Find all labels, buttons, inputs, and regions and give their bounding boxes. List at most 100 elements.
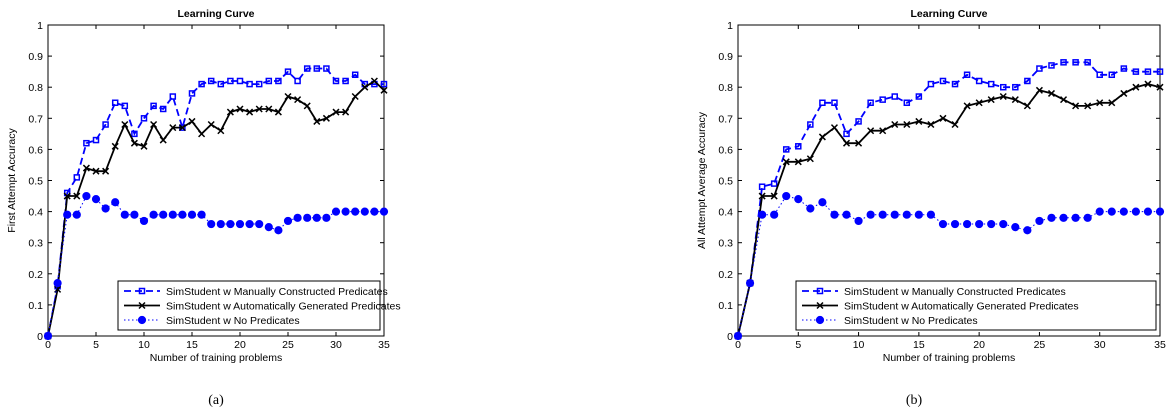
data-point-none xyxy=(758,210,767,219)
data-point-manual xyxy=(855,118,862,125)
data-point-none xyxy=(830,210,839,219)
data-point-none xyxy=(312,213,321,222)
data-point-auto xyxy=(1011,96,1019,104)
y-tick-label: 0.3 xyxy=(28,238,43,250)
data-point-auto xyxy=(73,192,81,200)
data-point-none xyxy=(987,219,996,229)
y-tick-label: 0.7 xyxy=(28,113,43,125)
data-point-auto xyxy=(351,92,359,101)
data-point-none xyxy=(139,216,149,226)
data-point-none xyxy=(63,210,72,219)
data-point-manual xyxy=(188,90,196,97)
y-tick-label: 0 xyxy=(37,331,43,343)
data-point-manual xyxy=(843,130,850,138)
data-point-auto xyxy=(1096,99,1104,107)
legend-marker-auto xyxy=(138,301,146,310)
data-point-auto xyxy=(303,102,311,110)
data-point-auto xyxy=(1047,89,1056,97)
data-point-manual xyxy=(323,65,330,72)
data-point-auto xyxy=(159,136,167,144)
data-point-manual xyxy=(1072,59,1079,66)
data-point-manual xyxy=(1048,62,1055,69)
data-point-manual xyxy=(1144,68,1152,75)
data-point-none xyxy=(842,210,851,219)
y-axis-title: First Attempt Accuracy xyxy=(6,128,18,233)
data-point-auto xyxy=(82,164,90,172)
data-point-manual xyxy=(903,99,911,106)
data-point-manual xyxy=(951,80,959,88)
legend-label-manual: SimStudent w Manually Constructed Predic… xyxy=(844,286,1066,298)
legend-marker-manual xyxy=(816,287,824,295)
data-point-auto xyxy=(150,120,158,129)
y-tick-label: 0.5 xyxy=(718,176,733,188)
data-point-auto xyxy=(92,167,100,175)
data-point-manual xyxy=(879,96,886,103)
data-point-manual xyxy=(807,121,814,128)
data-point-manual xyxy=(758,183,766,190)
data-point-manual xyxy=(831,99,838,106)
data-point-auto xyxy=(102,167,110,175)
y-axis-title: All Attempt Average Accuracy xyxy=(696,111,708,249)
data-point-auto xyxy=(361,83,369,91)
legend-box xyxy=(795,280,1157,331)
data-point-auto xyxy=(1023,102,1031,110)
data-point-manual xyxy=(1084,59,1091,66)
data-point-none xyxy=(938,219,948,229)
series-line-manual xyxy=(737,61,1160,337)
data-point-none xyxy=(1155,207,1165,216)
y-tick-label: 0.9 xyxy=(28,51,43,63)
data-point-manual xyxy=(1036,65,1043,72)
data-point-none xyxy=(283,216,293,226)
data-point-none xyxy=(1011,223,1020,232)
data-point-auto xyxy=(1035,86,1043,94)
data-point-auto xyxy=(939,114,947,122)
data-point-none xyxy=(818,198,827,207)
chart-title: Learning Curve xyxy=(177,8,254,20)
data-point-manual xyxy=(102,121,109,128)
data-point-manual xyxy=(217,80,225,88)
series-none xyxy=(43,191,389,341)
data-point-none xyxy=(53,279,62,288)
data-point-none xyxy=(1119,207,1128,216)
data-point-none xyxy=(926,210,936,219)
data-point-manual xyxy=(891,93,898,100)
y-tick-label: 0.1 xyxy=(28,300,43,312)
data-point-manual xyxy=(198,80,205,88)
data-point-manual xyxy=(303,65,311,72)
y-tick-label: 0.3 xyxy=(718,238,733,250)
data-point-none xyxy=(245,219,254,229)
legend-marker-manual xyxy=(138,287,146,295)
data-point-auto xyxy=(178,124,186,132)
data-point-manual xyxy=(1096,71,1103,79)
data-point-none xyxy=(878,210,887,219)
data-point-auto xyxy=(855,139,863,147)
data-point-none xyxy=(866,210,875,219)
data-point-none xyxy=(1083,213,1092,222)
data-point-none xyxy=(207,219,216,229)
data-point-none xyxy=(854,216,863,226)
data-point-auto xyxy=(342,108,350,116)
data-point-none xyxy=(149,210,158,219)
y-tick-label: 0.7 xyxy=(718,113,733,125)
data-point-auto xyxy=(226,108,234,116)
data-point-none xyxy=(379,207,389,216)
data-point-auto xyxy=(294,96,302,104)
data-point-manual xyxy=(313,65,321,72)
data-point-auto xyxy=(207,120,215,129)
data-point-none xyxy=(274,226,283,235)
data-point-manual xyxy=(255,80,263,88)
data-point-auto xyxy=(963,102,971,110)
y-tick-label: 0 xyxy=(727,331,733,343)
data-point-auto xyxy=(1072,102,1080,110)
x-tick-label: 5 xyxy=(93,339,99,351)
data-point-none xyxy=(159,210,168,219)
data-point-auto xyxy=(758,192,766,200)
data-point-manual xyxy=(1120,65,1128,72)
data-point-none xyxy=(1095,207,1104,216)
x-tick-label: 25 xyxy=(1034,339,1046,351)
data-point-manual xyxy=(236,77,244,85)
x-tick-label: 35 xyxy=(378,339,390,351)
data-point-auto xyxy=(1156,83,1164,91)
data-point-manual xyxy=(159,105,167,113)
